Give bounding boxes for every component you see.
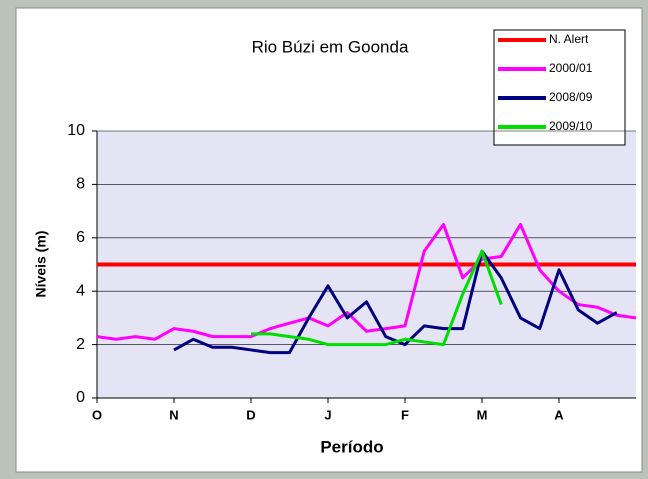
y-axis-label: Níveis (m) xyxy=(33,231,49,298)
x-axis-label: Período xyxy=(320,437,383,456)
series-line xyxy=(96,222,637,341)
x-tick-label: J xyxy=(324,407,331,422)
legend-label: 2008/09 xyxy=(549,90,593,104)
x-tick-label: O xyxy=(92,407,102,422)
legend-label: N. Alert xyxy=(549,32,589,46)
y-tick-label: 2 xyxy=(76,336,85,353)
x-tick-label: F xyxy=(401,407,409,422)
chart-title: Rio Búzi em Goonda xyxy=(252,37,409,56)
legend-label: 2009/10 xyxy=(549,119,593,133)
y-tick-label: 10 xyxy=(67,122,85,139)
x-tick-label: D xyxy=(246,407,255,422)
legend-label: 2000/01 xyxy=(549,61,593,75)
x-tick-label: M xyxy=(477,407,488,422)
x-tick-label: A xyxy=(554,407,564,422)
y-tick-label: 4 xyxy=(76,282,85,299)
y-tick-label: 0 xyxy=(76,389,85,406)
series-line xyxy=(251,249,503,347)
y-tick-label: 6 xyxy=(76,229,85,246)
y-tick-label: 8 xyxy=(76,176,85,193)
x-tick-label: N xyxy=(169,407,178,422)
